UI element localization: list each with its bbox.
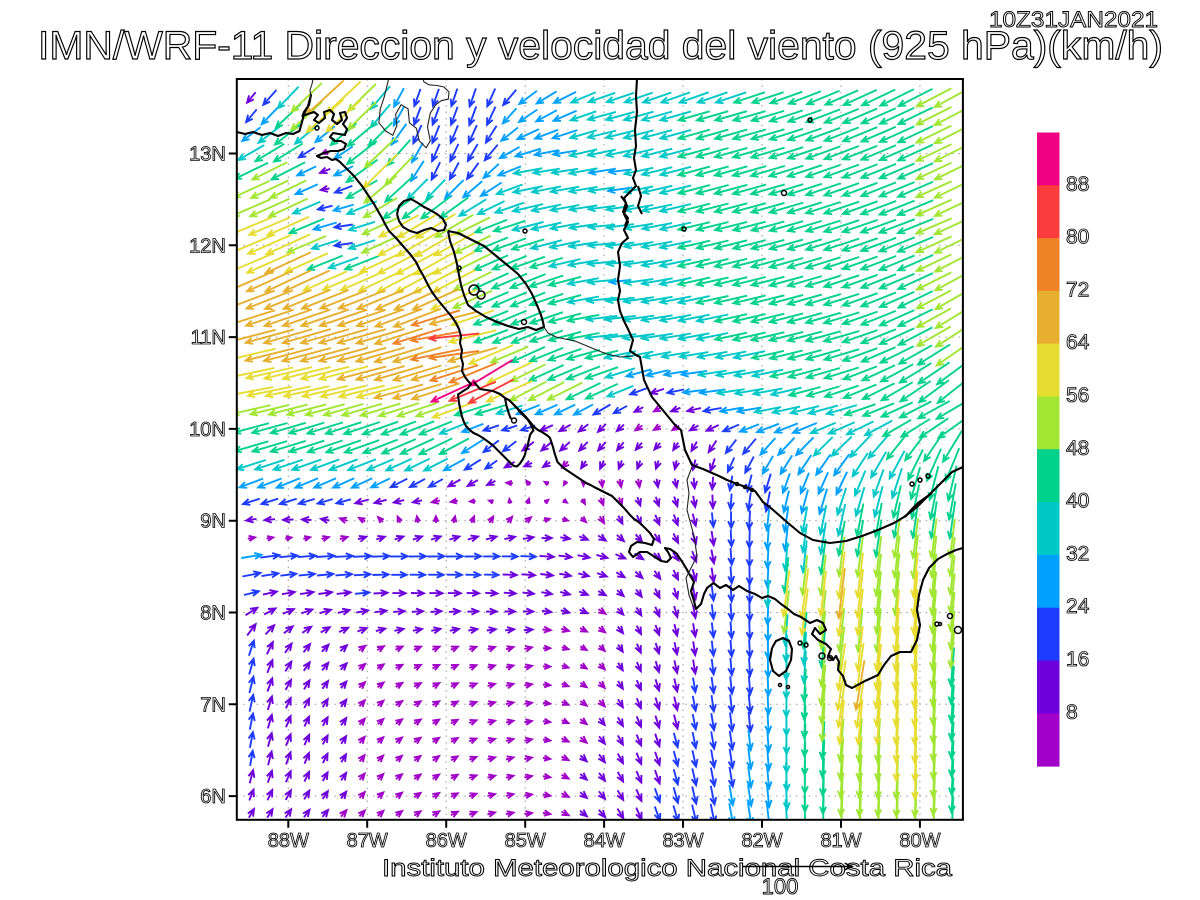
svg-text:8N: 8N [200,603,226,625]
svg-text:8: 8 [1066,701,1078,724]
svg-text:84W: 84W [584,830,625,852]
svg-text:80: 80 [1066,226,1089,249]
svg-text:86W: 86W [426,830,467,852]
svg-text:85W: 85W [505,830,546,852]
svg-text:88W: 88W [268,830,309,852]
svg-text:81W: 81W [820,830,861,852]
svg-text:11N: 11N [191,327,226,349]
svg-text:12N: 12N [189,235,226,257]
svg-text:100: 100 [762,874,799,899]
svg-text:32: 32 [1066,542,1089,565]
svg-text:87W: 87W [347,830,388,852]
svg-text:6N: 6N [200,786,226,808]
svg-text:7N: 7N [200,694,226,716]
svg-text:IMN/WRF-11 Direccion y velocid: IMN/WRF-11 Direccion y velocidad del vie… [38,24,1163,68]
svg-text:64: 64 [1066,331,1090,354]
svg-text:16: 16 [1066,648,1089,671]
svg-text:82W: 82W [741,830,782,852]
svg-text:48: 48 [1066,437,1089,460]
svg-text:9N: 9N [200,511,226,533]
svg-text:72: 72 [1066,278,1089,301]
svg-text:56: 56 [1066,384,1089,407]
svg-text:10N: 10N [189,419,226,441]
svg-text:24: 24 [1066,595,1090,618]
svg-text:10Z31JAN2021: 10Z31JAN2021 [989,7,1158,32]
svg-text:83W: 83W [662,830,703,852]
svg-text:88: 88 [1066,173,1089,196]
svg-text:80W: 80W [899,830,940,852]
svg-text:Instituto Meteorologico Nacion: Instituto Meteorologico Nacional Costa R… [382,855,953,882]
svg-text:40: 40 [1066,490,1089,513]
svg-text:13N: 13N [189,144,226,166]
